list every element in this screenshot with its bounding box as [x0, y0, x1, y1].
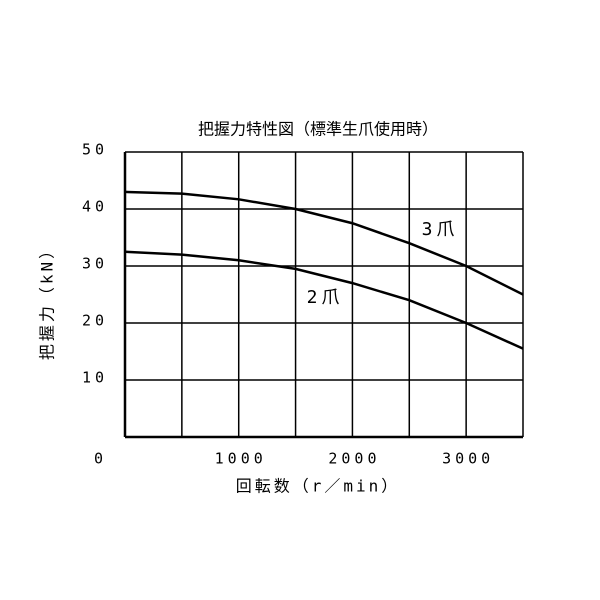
x-tick-label: 3000 — [442, 450, 494, 468]
y-tick-label: 10 — [82, 369, 108, 387]
y-tick-label: 50 — [82, 141, 108, 159]
x-tick-label: 2000 — [328, 450, 380, 468]
y-tick-label: 30 — [82, 255, 108, 273]
series-label: 2爪 — [307, 287, 344, 308]
x-axis-label: 回転数（r／min） — [236, 477, 401, 496]
line-series — [124, 190, 524, 296]
y-axis-label: 把握力（kN） — [38, 240, 57, 360]
series-label: 3爪 — [422, 219, 459, 240]
y-tick-label: 40 — [82, 198, 108, 216]
chart-title: 把握力特性図（標準生爪使用時） — [198, 120, 438, 139]
y-tick-label: 20 — [82, 312, 108, 330]
x-tick-label: 0 — [94, 450, 107, 468]
line-series — [124, 250, 524, 350]
x-tick-label: 1000 — [215, 450, 267, 468]
